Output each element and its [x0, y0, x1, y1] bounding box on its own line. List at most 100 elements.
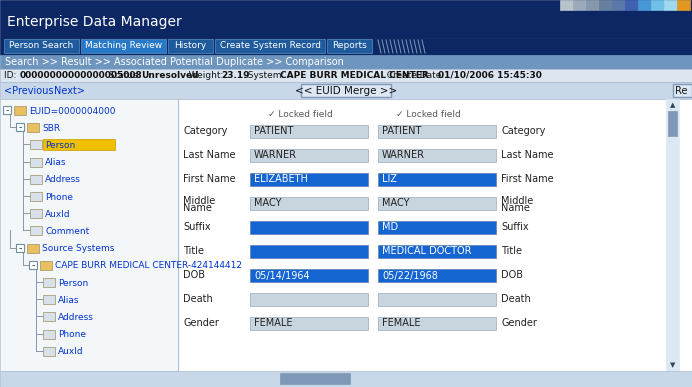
Bar — [30, 226, 42, 235]
Bar — [327, 39, 372, 53]
Text: -: - — [6, 105, 9, 115]
Bar — [30, 209, 42, 218]
Bar — [16, 243, 24, 252]
Text: 23.19: 23.19 — [221, 71, 250, 80]
Text: -: - — [18, 122, 21, 132]
Bar — [250, 197, 368, 210]
Bar — [250, 173, 368, 186]
Text: Unresolved: Unresolved — [141, 71, 199, 80]
Bar — [250, 245, 368, 258]
Text: FEMALE: FEMALE — [382, 319, 421, 329]
Text: ▼: ▼ — [670, 362, 675, 368]
Text: Phone: Phone — [58, 330, 86, 339]
Bar — [43, 347, 55, 356]
Bar — [573, 0, 586, 10]
Bar — [27, 243, 39, 253]
Text: ✓ Locked field: ✓ Locked field — [396, 110, 461, 119]
Text: ID:: ID: — [4, 71, 19, 80]
Text: Middle: Middle — [501, 196, 534, 206]
Text: ▲: ▲ — [670, 102, 675, 108]
Bar — [250, 221, 368, 234]
Text: WARNER: WARNER — [382, 151, 425, 161]
Text: << EUID Merge >>: << EUID Merge >> — [295, 86, 397, 96]
Text: Person: Person — [45, 141, 75, 150]
Bar — [612, 0, 625, 10]
Bar — [250, 109, 368, 120]
Bar — [14, 106, 26, 115]
Text: AuxId: AuxId — [45, 210, 71, 219]
Text: System:: System: — [242, 71, 287, 80]
Text: ✓ Locked field: ✓ Locked field — [268, 110, 333, 119]
Text: Death: Death — [501, 295, 531, 305]
Text: Last Name: Last Name — [183, 151, 235, 161]
Bar — [81, 39, 166, 53]
Text: Create Date:: Create Date: — [381, 71, 447, 80]
Text: CAPE BURR MEDICAL CENTER-424144412: CAPE BURR MEDICAL CENTER-424144412 — [55, 261, 242, 270]
Text: -: - — [18, 243, 21, 253]
Bar — [378, 317, 496, 330]
Text: Weight:: Weight: — [183, 71, 226, 80]
Text: Suffix: Suffix — [501, 223, 529, 233]
Bar — [43, 278, 55, 287]
Text: Gender: Gender — [183, 319, 219, 329]
Bar — [651, 0, 664, 10]
Bar — [27, 123, 39, 132]
Text: Title: Title — [183, 247, 204, 257]
Text: Middle: Middle — [183, 196, 215, 206]
Bar — [43, 330, 55, 339]
Text: First Name: First Name — [183, 175, 235, 185]
Text: Alias: Alias — [58, 296, 80, 305]
Text: 05/14/1964: 05/14/1964 — [254, 271, 309, 281]
Bar — [30, 140, 42, 149]
Text: Title: Title — [501, 247, 522, 257]
Text: Address: Address — [45, 175, 81, 184]
Bar — [0, 0, 692, 38]
Bar — [666, 99, 679, 371]
Bar — [0, 371, 692, 387]
Bar — [0, 99, 178, 371]
Bar — [168, 39, 213, 53]
Text: PATIENT: PATIENT — [382, 127, 421, 137]
Text: Search >> Result >> Associated Potential Duplicate >> Comparison: Search >> Result >> Associated Potential… — [5, 57, 344, 67]
Text: AuxId: AuxId — [58, 347, 84, 356]
Bar — [664, 0, 677, 10]
Text: WARNER: WARNER — [254, 151, 297, 161]
Text: SBR: SBR — [42, 124, 60, 133]
Text: Category: Category — [501, 127, 545, 137]
Text: Address: Address — [58, 313, 94, 322]
Text: EUID=0000004000: EUID=0000004000 — [29, 106, 116, 115]
Bar — [301, 84, 391, 97]
Text: 05/22/1968: 05/22/1968 — [382, 271, 438, 281]
Text: First Name: First Name — [501, 175, 554, 185]
Bar — [250, 293, 368, 306]
Bar — [378, 269, 496, 282]
Text: Name: Name — [183, 203, 212, 213]
Bar — [378, 293, 496, 306]
Bar — [43, 312, 55, 321]
Bar — [586, 0, 599, 10]
Text: Status:: Status: — [103, 71, 143, 80]
Text: CAPE BURR MEDICAL CENTER: CAPE BURR MEDICAL CENTER — [280, 71, 429, 80]
Text: -: - — [31, 260, 35, 270]
Text: Person: Person — [58, 279, 89, 288]
Bar — [43, 139, 115, 151]
Text: Reports: Reports — [332, 41, 367, 50]
Bar — [378, 149, 496, 162]
Text: Matching Review: Matching Review — [85, 41, 162, 50]
Bar — [30, 175, 42, 184]
Text: Last Name: Last Name — [501, 151, 554, 161]
Text: Death: Death — [183, 295, 212, 305]
Text: Name: Name — [501, 203, 530, 213]
Text: MEDICAL DOCTOR: MEDICAL DOCTOR — [382, 247, 471, 257]
Text: LIZ: LIZ — [382, 175, 397, 185]
Bar — [638, 0, 651, 10]
Bar — [0, 69, 692, 82]
Text: Gender: Gender — [501, 319, 537, 329]
Bar — [4, 39, 79, 53]
Bar — [378, 173, 496, 186]
Text: Comment: Comment — [45, 227, 89, 236]
Bar — [43, 295, 55, 304]
Bar — [0, 82, 692, 99]
Text: Enterprise Data Manager: Enterprise Data Manager — [7, 15, 182, 29]
Bar — [673, 84, 692, 97]
